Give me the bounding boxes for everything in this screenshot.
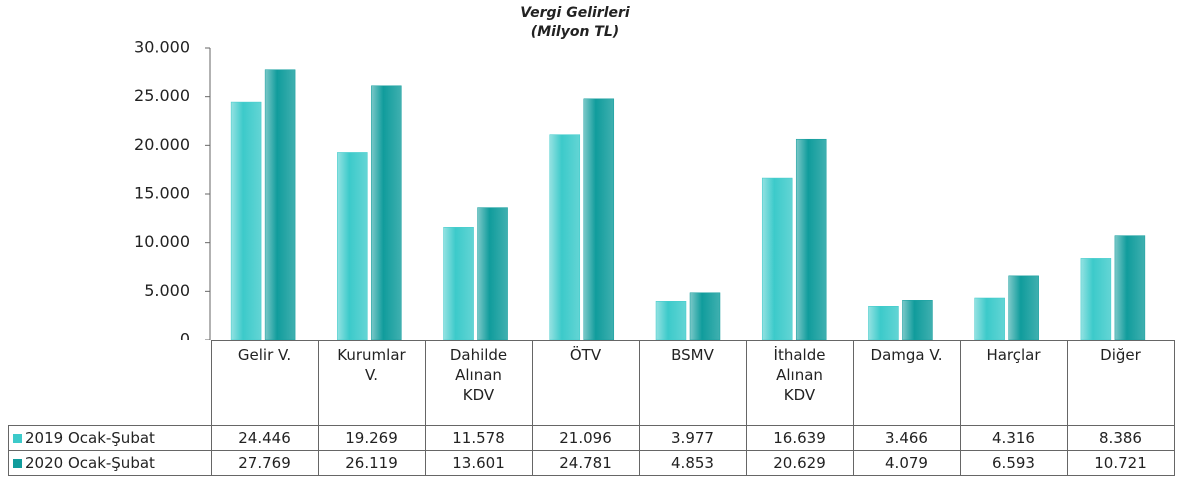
- value-label: 10.721: [1066, 450, 1175, 476]
- bar: [655, 301, 687, 340]
- bar: [761, 177, 793, 340]
- bar: [795, 138, 827, 340]
- y-tick-label: 15.000: [134, 184, 190, 203]
- category-label: Dahilde Alınan KDV: [424, 340, 533, 426]
- value-label: 4.079: [852, 450, 961, 476]
- category-label: ÖTV: [531, 340, 640, 426]
- category-label: BSMV: [638, 340, 747, 426]
- value-label: 21.096: [531, 425, 640, 451]
- bar: [264, 69, 296, 340]
- bar: [689, 292, 721, 340]
- category-label: Kurumlar V.: [317, 340, 426, 426]
- value-label: 24.781: [531, 450, 640, 476]
- legend-cell: 2020 Ocak-Şubat: [8, 450, 212, 476]
- legend-swatch: [13, 459, 22, 468]
- legend-label: 2020 Ocak-Şubat: [25, 454, 155, 472]
- bar: [477, 207, 508, 340]
- value-label: 11.578: [424, 425, 533, 451]
- legend-swatch: [13, 434, 22, 443]
- y-tick-label: 30.000: [134, 38, 190, 57]
- value-label: 16.639: [745, 425, 854, 451]
- value-label: 26.119: [317, 450, 426, 476]
- chart-subtitle: (Milyon TL): [531, 24, 619, 40]
- category-label: İthalde Alınan KDV: [745, 340, 854, 426]
- category-label: Diğer: [1066, 340, 1175, 426]
- legend-cell: 2019 Ocak-Şubat: [8, 425, 212, 451]
- value-label: 4.853: [638, 450, 747, 476]
- bar: [230, 101, 262, 340]
- legend-label: 2019 Ocak-Şubat: [25, 429, 155, 447]
- value-label: 19.269: [317, 425, 426, 451]
- bar: [337, 152, 368, 340]
- category-label: Gelir V.: [210, 340, 319, 426]
- y-tick-label: 5.000: [144, 281, 190, 300]
- value-label: 6.593: [959, 450, 1068, 476]
- y-tick-label: 20.000: [134, 135, 190, 154]
- series-row: 2020 Ocak-Şubat 27.769 26.119 13.601 24.781 4…: [8, 450, 1175, 476]
- chart-title: Vergi Gelirleri: [520, 5, 630, 21]
- bar: [902, 300, 933, 340]
- value-label: 20.629: [745, 450, 854, 476]
- bar: [371, 85, 402, 340]
- bar: [443, 227, 474, 340]
- value-label: 4.316: [959, 425, 1068, 451]
- bar: [974, 297, 1005, 340]
- y-tick-label: 25.000: [134, 86, 190, 105]
- value-label: 3.977: [638, 425, 747, 451]
- value-label: 8.386: [1066, 425, 1175, 451]
- chart: Vergi Gelirleri (Milyon TL) 0 5.000 10.000…: [134, 5, 1146, 341]
- series-row: 2019 Ocak-Şubat 24.446 19.269 11.578 21.096 3…: [8, 425, 1175, 451]
- bar: [1008, 275, 1039, 340]
- header-row: Gelir V. Kurumlar V. Dahilde Alınan KDV ÖTV…: [8, 340, 1175, 426]
- value-label: 27.769: [210, 450, 319, 476]
- bar: [583, 98, 615, 340]
- data-table: Gelir V. Kurumlar V. Dahilde Alınan KDV ÖTV…: [8, 340, 1175, 476]
- blank-cell: [8, 340, 212, 426]
- bar: [1114, 235, 1146, 340]
- category-label: Harçlar: [959, 340, 1068, 426]
- value-label: 3.466: [852, 425, 961, 451]
- bar: [549, 134, 581, 340]
- bar: [868, 306, 899, 340]
- value-label: 24.446: [210, 425, 319, 451]
- category-label: Damga V.: [852, 340, 961, 426]
- value-label: 13.601: [424, 450, 533, 476]
- bar: [1080, 258, 1112, 340]
- y-tick-label: 10.000: [134, 232, 190, 251]
- y-tick-label: 0: [180, 330, 190, 341]
